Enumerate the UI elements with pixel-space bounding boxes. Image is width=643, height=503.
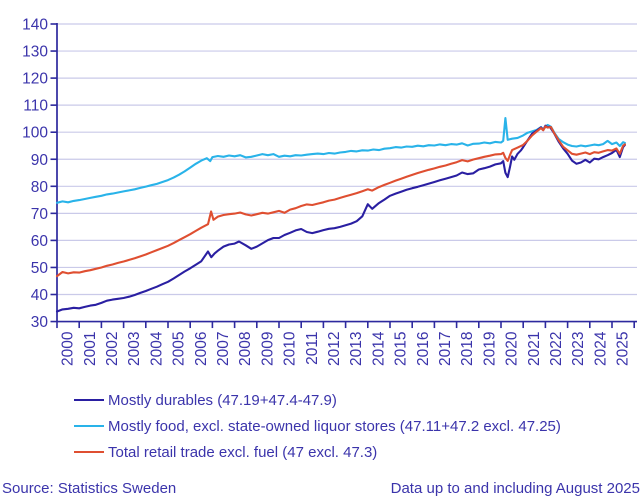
y-axis-label: 40 [31, 287, 49, 304]
x-axis-label: 2025 [615, 332, 632, 366]
legend-swatch-total [74, 450, 104, 454]
y-axis-label: 130 [22, 44, 48, 61]
legend-label-food: Mostly food, excl. state-owned liquor st… [108, 417, 561, 435]
gridlines [57, 23, 637, 296]
series-line-2 [55, 125, 626, 278]
x-axis-label: 2012 [326, 332, 343, 366]
y-axis-label: 90 [31, 152, 49, 169]
x-axis-label: 2016 [415, 332, 432, 366]
x-axis-label: 2006 [193, 332, 210, 366]
x-axis-label: 2017 [437, 332, 454, 366]
x-axis-label: 2011 [304, 332, 321, 365]
x-axis-label: 2002 [104, 332, 121, 366]
x-axis-label: 2018 [459, 332, 476, 366]
chart-legend: Mostly durables (47.19+47.4-47.9) Mostly… [74, 387, 561, 465]
series-lines [55, 117, 626, 313]
x-axis-label: 2020 [504, 331, 521, 366]
source-text: Source: Statistics Sweden [2, 480, 177, 497]
y-axis-label: 50 [31, 260, 49, 277]
x-axis-label: 2010 [282, 331, 299, 366]
y-axis-label: 140 [22, 17, 48, 34]
axes [56, 23, 637, 323]
retail-index-chart: 140 130 120 110 100 90 80 70 60 50 40 30 2000 2001 200… [22, 17, 637, 366]
x-axis-label: 2001 [82, 332, 99, 366]
x-axis-label: 2014 [370, 331, 387, 366]
x-axis-label: 2022 [548, 332, 565, 366]
x-axis-label: 2000 [60, 331, 77, 366]
y-axis-label: 100 [22, 125, 48, 142]
chart-footer: Source: Statistics Sweden Data up to and… [0, 480, 643, 497]
y-axis: 140 130 120 110 100 90 80 70 60 50 40 30 [22, 17, 57, 331]
legend-item-durables: Mostly durables (47.19+47.4-47.9) [74, 387, 561, 413]
legend-item-food: Mostly food, excl. state-owned liquor st… [74, 413, 561, 439]
x-axis-label: 2004 [148, 331, 165, 366]
y-axis-label: 60 [31, 233, 49, 250]
legend-swatch-food [74, 424, 104, 428]
x-axis: 2000 2001 2002 2003 2004 2005 2006 2007 2008 2009… [56, 321, 636, 366]
y-axis-label: 30 [31, 314, 49, 331]
legend-label-durables: Mostly durables (47.19+47.4-47.9) [108, 391, 337, 409]
x-axis-label: 2013 [348, 332, 365, 366]
y-axis-label: 70 [31, 206, 49, 223]
y-axis-label: 110 [23, 98, 48, 115]
x-axis-label: 2009 [259, 332, 276, 366]
series-line-1 [55, 117, 626, 204]
x-axis-label: 2015 [393, 332, 410, 366]
x-axis-label: 2008 [237, 332, 254, 366]
x-axis-label: 2024 [592, 331, 609, 366]
x-axis-label: 2023 [570, 332, 587, 366]
x-axis-label: 2007 [215, 332, 232, 366]
x-axis-label: 2019 [481, 332, 498, 366]
x-axis-label: 2021 [526, 332, 543, 366]
y-axis-label: 80 [31, 179, 49, 196]
series-line-0 [55, 124, 626, 313]
x-axis-label: 2005 [171, 332, 188, 366]
data-note-text: Data up to and including August 2025 [390, 480, 640, 497]
legend-item-total: Total retail trade excl. fuel (47 excl. … [74, 439, 561, 465]
legend-swatch-durables [74, 398, 104, 402]
x-axis-label: 2003 [126, 332, 143, 366]
legend-label-total: Total retail trade excl. fuel (47 excl. … [108, 443, 378, 461]
y-axis-label: 120 [22, 71, 48, 88]
